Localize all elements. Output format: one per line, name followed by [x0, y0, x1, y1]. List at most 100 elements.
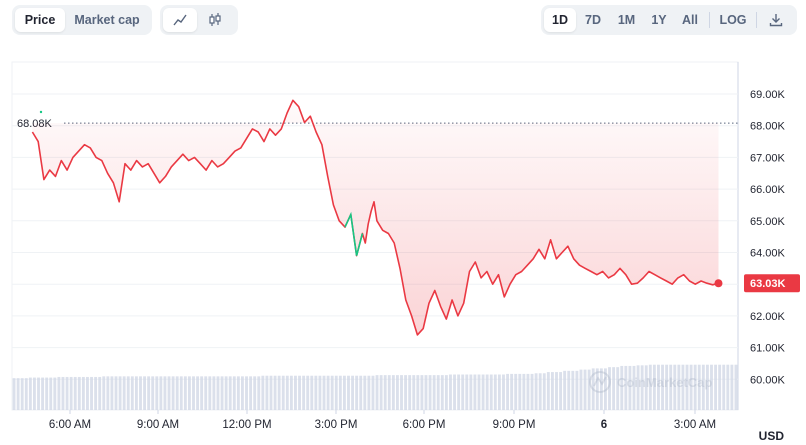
start-marker — [39, 110, 43, 114]
volume-bar — [81, 376, 85, 410]
volume-bar — [20, 378, 24, 410]
volume-bar — [86, 376, 89, 410]
value-tabs: Price Market cap — [12, 5, 152, 35]
volume-bar — [179, 376, 183, 410]
volume-bar — [506, 373, 509, 410]
volume-bar — [285, 375, 289, 410]
download-button[interactable] — [761, 8, 791, 32]
volume-bar — [224, 376, 228, 410]
y-tick-label: 61.00K — [750, 343, 786, 355]
volume-bar — [261, 375, 265, 410]
volume-bar — [49, 377, 53, 410]
y-tick-label: 69.00K — [750, 89, 786, 101]
volume-bar — [559, 372, 563, 410]
volume-bar — [534, 373, 538, 410]
price-line-up — [344, 211, 364, 256]
volume-bar — [465, 374, 469, 410]
volume-bar — [632, 365, 636, 410]
volume-bar — [106, 376, 110, 410]
volume-bar — [16, 378, 20, 410]
volume-bar — [563, 370, 567, 410]
tab-market-cap[interactable]: Market cap — [74, 13, 140, 27]
volume-bar — [110, 376, 114, 410]
volume-bar — [359, 375, 363, 410]
volume-bar — [583, 369, 587, 410]
volume-bar — [726, 364, 730, 410]
volume-bar — [204, 376, 208, 410]
volume-bar — [367, 375, 371, 410]
volume-bar — [408, 375, 412, 410]
volume-bar — [424, 375, 428, 410]
range-1y-button[interactable]: 1Y — [651, 13, 667, 27]
chart-type-toggle — [160, 5, 238, 35]
volume-bar — [53, 377, 57, 410]
watermark: CoinMarketCap — [589, 371, 712, 393]
volume-bar — [669, 364, 673, 410]
volume-bar — [318, 375, 322, 410]
volume-bar — [710, 364, 713, 410]
volume-bar — [175, 376, 179, 410]
coinmarketcap-logo-icon — [589, 371, 611, 393]
volume-bar — [387, 375, 391, 410]
volume-bar — [196, 376, 200, 410]
candlestick-chart-button[interactable] — [197, 8, 233, 32]
volume-bar — [134, 376, 138, 410]
volume-bar — [420, 375, 424, 410]
logo-mark — [593, 376, 607, 387]
volume-bar — [122, 376, 126, 410]
watermark-text: CoinMarketCap — [617, 375, 712, 390]
volume-bar — [705, 364, 709, 410]
volume-bar — [591, 368, 595, 410]
volume-bar — [375, 375, 379, 410]
volume-bar — [126, 376, 130, 410]
volume-bar — [61, 376, 65, 410]
volume-bar — [298, 375, 301, 410]
y-tick-label: 64.00K — [750, 248, 786, 260]
x-tick-label: 9:00 PM — [493, 419, 536, 431]
volume-bar — [338, 375, 342, 410]
volume-bar — [644, 365, 648, 410]
volume-bar — [187, 376, 191, 410]
range-7d-button[interactable]: 7D — [585, 13, 601, 27]
range-1m-button[interactable]: 1M — [617, 13, 636, 27]
volume-bar — [306, 375, 310, 410]
x-tick-label: 6:00 AM — [49, 419, 91, 431]
x-tick-label: 9:00 AM — [137, 419, 179, 431]
volume-bar — [599, 368, 603, 410]
tab-price[interactable]: Price — [15, 8, 65, 32]
volume-bar — [404, 375, 408, 410]
candlestick-chart-icon — [209, 13, 221, 26]
volume-bar — [269, 375, 273, 410]
volume-bar — [37, 377, 40, 410]
download-icon — [769, 14, 783, 27]
volume-bar — [526, 373, 530, 410]
log-scale-button[interactable]: LOG — [719, 13, 747, 27]
volume-bar — [604, 368, 607, 410]
volume-bar — [12, 378, 16, 410]
volume-bar — [57, 376, 61, 410]
volume-bar — [510, 373, 514, 410]
volume-bar — [518, 373, 522, 410]
volume-bar — [693, 364, 697, 410]
range-all-button[interactable]: All — [682, 13, 698, 27]
volume-bar — [151, 376, 155, 410]
volume-bar — [45, 377, 49, 410]
x-tick-label: 12:00 PM — [222, 419, 271, 431]
volume-bar — [310, 375, 314, 410]
range-toolbar: 1D 7D 1M 1Y All LOG — [541, 5, 797, 35]
volume-bar — [159, 376, 163, 410]
volume-bar — [326, 375, 330, 410]
volume-bar — [440, 375, 444, 410]
volume-bar — [718, 364, 722, 410]
volume-bar — [355, 375, 359, 410]
volume-bar — [257, 376, 261, 410]
volume-bar — [277, 375, 281, 410]
volume-bar — [502, 374, 505, 410]
volume-bar — [432, 375, 436, 410]
y-tick-label: 65.00K — [750, 216, 786, 228]
line-chart-button[interactable] — [163, 8, 197, 32]
range-1d-button[interactable]: 1D — [544, 8, 576, 32]
volume-bar — [571, 370, 575, 410]
volume-bar — [302, 375, 306, 410]
